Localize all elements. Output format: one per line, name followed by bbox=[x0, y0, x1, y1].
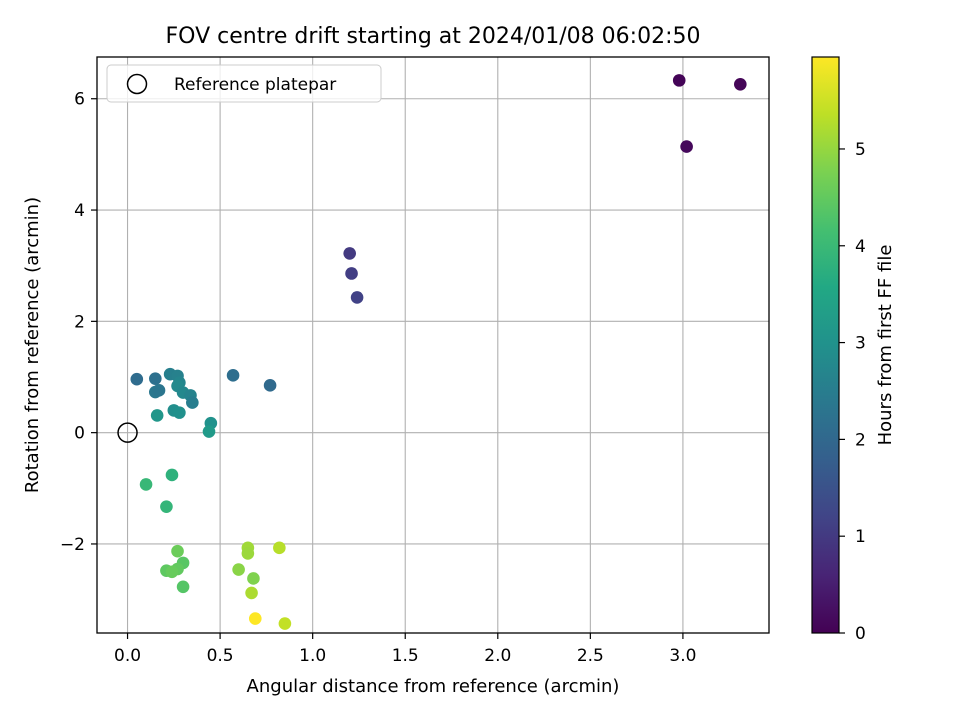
colorbar-gradient bbox=[811, 56, 840, 634]
colorbar: 0 1 2 3 4 5 Hours from first FF file bbox=[811, 56, 896, 644]
scatter-point bbox=[152, 384, 166, 397]
x-tick-label: 0.5 bbox=[207, 646, 234, 666]
y-tick-label: 0 bbox=[74, 424, 85, 444]
colorbar-tick-label: 5 bbox=[855, 140, 866, 160]
colorbar-label: Hours from first FF file bbox=[875, 245, 896, 446]
reference-platepar-marker bbox=[117, 422, 138, 443]
scatter-point bbox=[232, 563, 245, 576]
scatter-point bbox=[150, 409, 164, 422]
scatter-point bbox=[263, 379, 277, 392]
colorbar-tick-label: 1 bbox=[855, 527, 866, 547]
colorbar-ticks: 0 1 2 3 4 5 bbox=[839, 140, 866, 644]
x-tick-label: 2.5 bbox=[577, 646, 604, 666]
scatter-point bbox=[247, 572, 260, 585]
scatter-point bbox=[171, 544, 184, 558]
scatter-point bbox=[734, 77, 747, 91]
scatter-point bbox=[176, 580, 190, 594]
scatter-point bbox=[165, 565, 179, 579]
colorbar-tick-label: 2 bbox=[855, 430, 866, 450]
y-axis-label: Rotation from reference (arcmin) bbox=[22, 197, 43, 493]
data-points bbox=[117, 74, 747, 630]
scatter-point bbox=[226, 369, 240, 382]
scatter-point bbox=[241, 547, 255, 560]
colorbar-tick-label: 4 bbox=[855, 237, 866, 257]
scatter-point bbox=[273, 541, 286, 555]
scatter-point bbox=[139, 478, 153, 491]
scatter-point bbox=[278, 617, 292, 630]
x-tick-label: 2.0 bbox=[484, 646, 511, 666]
scatter-point bbox=[343, 247, 356, 260]
y-tick-label: 4 bbox=[74, 201, 85, 221]
x-axis-label: Angular distance from reference (arcmin) bbox=[247, 676, 620, 697]
scatter-point bbox=[202, 425, 216, 438]
y-tick-label: 6 bbox=[74, 90, 85, 110]
scatter-point bbox=[173, 406, 186, 419]
y-axis-ticks: −2 0 2 4 6 bbox=[60, 90, 97, 555]
colorbar-tick-label: 3 bbox=[855, 334, 866, 354]
legend: Reference platepar bbox=[106, 64, 382, 103]
x-tick-label: 1.0 bbox=[299, 646, 326, 666]
chart-title: FOV centre drift starting at 2024/01/08 … bbox=[166, 24, 701, 49]
scatter-point bbox=[672, 74, 686, 87]
scatter-point bbox=[165, 468, 179, 482]
y-tick-label: −2 bbox=[60, 535, 85, 555]
legend-reference-label: Reference platepar bbox=[174, 75, 336, 95]
x-tick-label: 1.5 bbox=[392, 646, 419, 666]
scatter-point bbox=[248, 612, 262, 625]
scatter-point bbox=[149, 372, 162, 385]
plot-area-frame bbox=[96, 56, 770, 634]
x-axis-ticks: 0.0 0.5 1.0 1.5 2.0 2.5 3.0 bbox=[114, 633, 696, 666]
legend-reference-marker bbox=[126, 73, 148, 95]
scatter-point bbox=[345, 267, 358, 280]
colorbar-tick-label: 0 bbox=[855, 624, 866, 644]
legend-box bbox=[106, 64, 382, 103]
scatter-point bbox=[160, 500, 173, 513]
grid-lines bbox=[97, 57, 769, 633]
scatter-point bbox=[680, 140, 693, 153]
scatter-point bbox=[130, 372, 144, 386]
y-tick-label: 2 bbox=[74, 312, 85, 332]
x-tick-label: 0.0 bbox=[114, 646, 141, 666]
x-tick-label: 3.0 bbox=[669, 646, 696, 666]
scatter-point bbox=[245, 586, 258, 600]
scatter-point bbox=[186, 396, 199, 409]
scatter-point bbox=[350, 291, 364, 304]
